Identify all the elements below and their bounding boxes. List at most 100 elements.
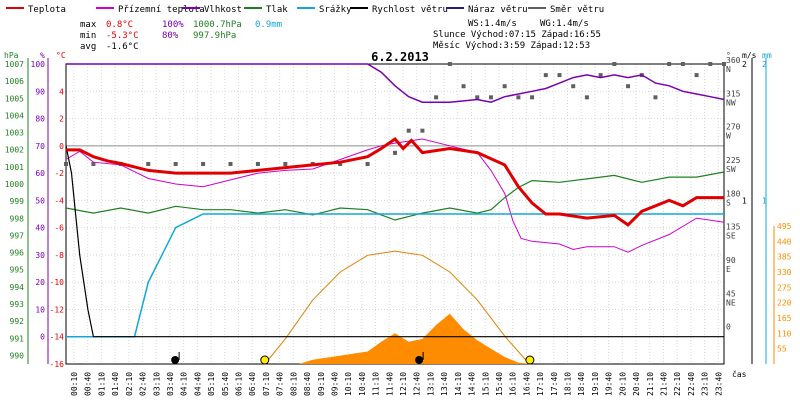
humidity-tick: 60 [35,169,45,178]
x-tick: 19:40 [605,372,614,396]
direction-tick: 180 [726,189,741,198]
wind-direction-dot [502,84,507,89]
pressure-line [65,171,725,221]
celsius-tick: -2 [54,169,64,178]
direction-label: S [726,198,731,207]
wind-tick: 2 [742,60,747,69]
wind-unit: m/s [742,51,757,60]
x-tick: 05:40 [221,372,230,396]
x-tick: 17:40 [550,372,559,396]
x-tick: 22:40 [687,372,696,396]
pressure-tick: 1005 [5,94,24,103]
stat-temp: 0.8°C [106,20,133,30]
wind-direction-dot [338,162,343,166]
celsius-tick: -8 [54,251,64,260]
radiation-tick: 495 [777,222,792,231]
wind-direction-dot [461,84,466,89]
legend-label: Směr větru [550,5,604,15]
stat-pressure: 1000.7hPa [193,20,242,30]
x-tick: 03:10 [152,372,161,396]
pressure-tick: 1007 [5,60,24,69]
radiation-tick: 165 [777,314,792,323]
moon-marker [171,356,180,364]
wind-direction-dot [406,128,411,133]
wind-direction-dot [653,95,658,100]
radiation-tick: 110 [777,329,792,338]
x-tick: 11:10 [372,372,381,396]
celsius-tick: -14 [50,333,65,342]
wind-direction-dot [543,73,548,78]
legend: Teplota Přízemní teplota Vlhkost Tlak Srážky… [6,5,604,15]
wind-direction-dot [694,73,699,78]
legend-label: Přízemní teplota [118,5,205,15]
legend-label: Tlak [266,5,288,15]
x-tick: 23:40 [714,372,723,396]
x-tick: 08:10 [289,372,298,396]
x-tick: 09:40 [330,372,339,396]
legend-label: Vlhkost [204,5,242,15]
x-tick: 06:10 [235,372,244,396]
legend-label: Teplota [28,5,66,15]
pressure-tick: 999 [10,197,25,206]
pressure-tick: 990 [10,351,25,360]
x-tick: 07:10 [262,372,271,396]
rain-unit: mm [762,51,772,60]
x-tick: 12:10 [399,372,408,396]
solar-theoretical-line [264,250,530,365]
wind-direction-dot [612,62,617,66]
temperature-line [66,136,724,227]
wind-direction-dot [146,162,151,166]
wind-direction-dot [447,62,452,66]
humidity-tick: 10 [35,305,45,314]
celsius-tick: 2 [59,115,64,124]
pressure-tick: 1001 [5,163,24,172]
stat-rain: 0.9mm [255,20,282,30]
x-tick: 13:40 [440,372,449,396]
celsius-tick: 0 [59,142,64,151]
stat-humidity: 80% [162,31,179,41]
direction-label: SE [726,232,736,241]
wind-direction-dot [393,150,397,155]
pressure-tick: 998 [10,214,25,223]
x-tick: 05:10 [207,372,216,396]
wind-speed-line [65,145,724,338]
pressure-tick: 1002 [5,146,24,155]
ground-temperature-line [65,138,725,253]
direction-tick: 45 [726,289,736,298]
x-tick: 13:10 [426,372,435,396]
wind-direction-dot [283,162,288,166]
x-axis-unit: čas [732,369,747,379]
x-tick: 08:40 [303,372,312,396]
direction-tick: 225 [726,156,741,165]
radiation-tick: 385 [777,253,792,262]
plot-area [64,62,726,365]
x-tick: 20:10 [618,372,627,396]
wind-direction-dot [516,95,521,100]
legend-label: Rychlost větru [372,5,448,15]
radiation-tick: 440 [777,237,792,246]
humidity-tick: 90 [35,87,45,96]
celsius-tick: -6 [54,224,64,233]
x-tick: 21:40 [659,372,668,396]
x-tick: 01:40 [111,372,120,396]
wind-direction-dot [667,62,672,66]
pressure-tick: 995 [10,266,25,275]
stat-temp: -1.6°C [106,42,139,52]
direction-tick: 0 [726,323,731,332]
x-tick: 10:10 [344,372,353,396]
legend-label: Náraz větru [468,5,528,15]
x-tick: 06:40 [248,372,257,396]
humidity-tick: 100 [31,60,46,69]
pressure-tick: 1004 [5,111,24,120]
axes: hPa% °C ° m/s mmčas1007100610051004100310021… [4,51,792,396]
x-tick: 17:10 [536,372,545,396]
x-tick: 09:10 [317,372,326,396]
wind-direction-dot [530,95,535,100]
x-tick: 12:40 [413,372,422,396]
celsius-tick: -4 [54,196,64,205]
legend-label: Srážky [319,5,352,15]
x-tick: 02:10 [125,372,134,396]
x-tick: 15:40 [495,372,504,396]
moon-marker [415,356,424,364]
